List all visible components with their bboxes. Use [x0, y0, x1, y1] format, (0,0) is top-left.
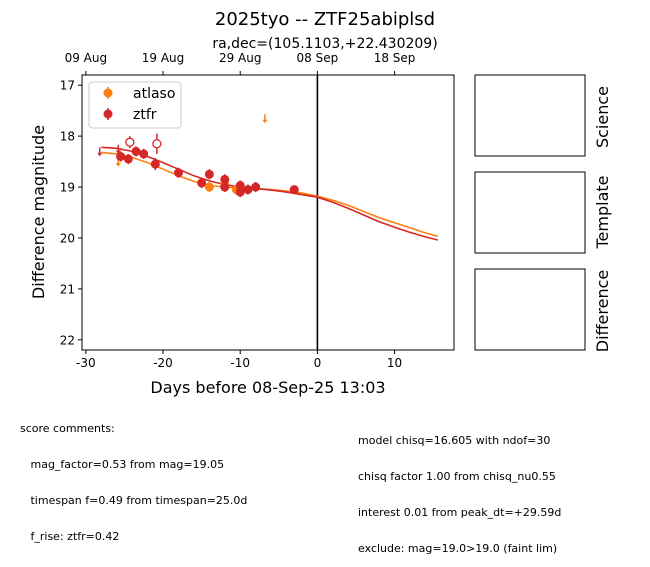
difference-label: Difference	[593, 270, 612, 352]
plot-frame	[81, 74, 455, 351]
y-tick-label: 20	[60, 231, 75, 245]
model-comments: model chisq=16.605 with ndof=30 chisq fa…	[358, 411, 561, 567]
lightcurve-figure: 2025tyo -- ZTF25abiplsd ra,dec=(105.1103…	[29, 9, 612, 397]
top-date-label: 09 Aug	[65, 51, 108, 65]
difference-cutout	[474, 268, 586, 351]
top-date-label: 08 Sep	[297, 51, 339, 65]
comment-line: score comments:	[20, 422, 115, 435]
template-cutout	[474, 171, 586, 254]
ztfr-data-point	[139, 149, 149, 159]
ztfr-data-point	[116, 151, 126, 161]
ztfr-upper-limit-arrow	[97, 152, 103, 157]
top-date-axis: 09 Aug 19 Aug 29 Aug 08 Sep 18 Sep	[65, 51, 416, 75]
x-tick-label: -20	[153, 356, 173, 370]
atlaso-upper-limit-arrow	[115, 163, 121, 167]
comment-line: chisq factor 1.00 from chisq_nu0.55	[358, 470, 556, 483]
ztfr-data-point	[204, 169, 214, 179]
comment-line: f_rise: ztfr=0.42	[20, 530, 120, 543]
ztfr-data-point	[235, 187, 245, 197]
template-label: Template	[593, 175, 612, 249]
legend-ztfr-marker	[103, 109, 113, 119]
legend-atlaso-marker	[103, 88, 113, 98]
ztfr-data-point	[173, 168, 183, 178]
ztfr-data-point	[243, 185, 253, 195]
ztfr-data-point	[131, 146, 141, 156]
science-label: Science	[593, 86, 612, 148]
legend-atlaso-label: atlaso	[133, 86, 175, 102]
chart-title: 2025tyo -- ZTF25abiplsd	[215, 9, 435, 30]
x-axis-label: Days before 08-Sep-25 13:03	[150, 378, 385, 397]
comment-line: model chisq=16.605 with ndof=30	[358, 434, 551, 447]
ztfr-open-point	[152, 139, 162, 149]
comment-line: exclude: mag=19.0>19.0 (faint lim)	[358, 542, 558, 555]
ztfr-data-point	[123, 154, 133, 164]
y-tick-label: 17	[60, 79, 75, 93]
score-comments: score comments: mag_factor=0.53 from mag…	[20, 399, 247, 555]
x-tick-label: 0	[314, 356, 322, 370]
ztfr-data-point	[235, 181, 245, 191]
ztfr-open-point	[125, 137, 135, 147]
y-tick-label: 22	[60, 333, 75, 347]
comment-line: interest 0.01 from peak_dt=+29.59d	[358, 506, 562, 519]
atlaso-upper-limit-arrow	[262, 119, 268, 124]
ztfr-data-point	[197, 178, 207, 188]
y-tick-label: 18	[60, 130, 75, 144]
comment-line: mag_factor=0.53 from mag=19.05	[20, 458, 225, 471]
legend-ztfr-label: ztfr	[133, 107, 157, 123]
top-date-label: 19 Aug	[142, 51, 185, 65]
x-tick-label: -30	[76, 356, 96, 370]
chart-subtitle: ra,dec=(105.1103,+22.430209)	[212, 36, 437, 52]
legend: atlaso ztfr	[88, 81, 182, 129]
ztfr-data-point	[220, 174, 230, 184]
top-date-label: 29 Aug	[219, 51, 262, 65]
ztfr-model-curve	[101, 146, 438, 241]
top-date-label: 18 Sep	[374, 51, 416, 65]
x-tick-label: -10	[230, 356, 250, 370]
atlaso-data-point	[204, 182, 214, 192]
y-tick-label: 21	[60, 282, 75, 296]
ztfr-data-point	[150, 159, 160, 169]
comment-line: timespan f=0.49 from timespan=25.0d	[20, 494, 248, 507]
x-tick-label: 10	[387, 356, 402, 370]
ztfr-data-point	[220, 182, 230, 192]
ztfr-data-point	[289, 185, 299, 195]
ztfr-upper-limit-arrow	[115, 150, 121, 154]
y-axis-label: Difference magnitude	[29, 125, 48, 299]
science-cutout	[474, 74, 586, 157]
y-tick-label: 19	[60, 181, 75, 195]
ztfr-data-point	[251, 182, 261, 192]
